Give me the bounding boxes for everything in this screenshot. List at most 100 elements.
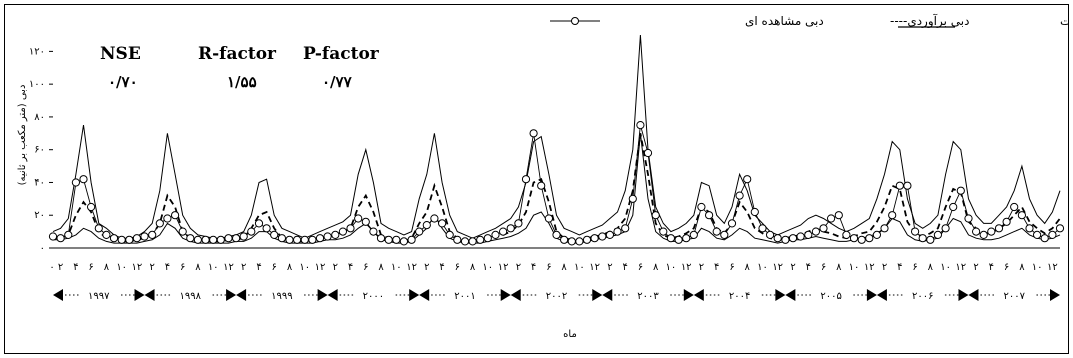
observed-point: [1040, 234, 1049, 243]
x-tick-label: ۲: [699, 262, 704, 273]
x-axis-label: ماه: [563, 329, 577, 340]
observed-point: [48, 232, 58, 241]
observed-point: [376, 234, 386, 243]
x-tick-label: ۴: [531, 262, 536, 273]
observed-point: [643, 148, 653, 158]
y-axis-label: دبی (متر مکعب بر ثانیه): [17, 85, 28, 186]
x-tick-label: ۴: [806, 262, 811, 273]
x-tick-label: ۴: [256, 262, 261, 273]
x-tick-label: ۱۲: [498, 262, 509, 273]
observed-point: [514, 219, 523, 228]
x-tick-label: ۴: [165, 262, 170, 273]
observed-point: [285, 235, 294, 244]
observed-point: [71, 178, 81, 187]
year-left-arrow: [419, 289, 430, 301]
observed-point: [903, 181, 912, 190]
observed-point: [857, 235, 866, 244]
observed-point: [613, 227, 622, 236]
observed-point: [972, 227, 981, 236]
observed-point: [750, 207, 759, 217]
observed-point: [865, 234, 874, 243]
observed-point: [689, 230, 698, 239]
year-right-arrow: [1050, 289, 1060, 301]
year-label: ۲۰۰۴: [729, 291, 750, 302]
observed-point: [483, 234, 492, 243]
x-tick-label: ۱۰: [666, 262, 677, 273]
flow-hydrograph-chart: باند عدم قطعیت دبی برآوردی---- دبی مشاهد…: [17, 13, 1068, 340]
observed-point: [521, 175, 531, 184]
year-right-arrow: [958, 289, 969, 301]
year-label: ۱۹۹۷: [88, 291, 110, 302]
pfactor-label: P-factor: [303, 44, 380, 64]
year-left-arrow: [144, 289, 155, 301]
observed-point: [438, 219, 447, 228]
x-tick-label: ۰: [49, 262, 54, 273]
observed-point: [529, 129, 538, 138]
x-tick-label: ۸: [195, 262, 201, 273]
observed-point: [300, 235, 309, 244]
observed-point: [628, 194, 637, 203]
observed-point: [293, 235, 302, 244]
observed-point: [651, 211, 660, 220]
x-tick-label: ۶: [180, 262, 185, 273]
observed-point: [918, 234, 927, 243]
observed-point: [911, 227, 920, 236]
observed-point: [117, 235, 126, 244]
observed-point: [346, 224, 355, 233]
x-tick-label: ۸: [653, 262, 659, 273]
observed-point: [1025, 224, 1034, 233]
x-tick-label: ۶: [363, 262, 368, 273]
year-label: ۲۰۰۶: [912, 291, 933, 302]
year-label-bg: [994, 288, 1035, 302]
x-tick-label: ۲: [424, 262, 429, 273]
observed-point: [64, 230, 73, 239]
y-tick-label: ۶۰: [34, 145, 45, 156]
observed-point: [964, 214, 973, 223]
year-label-bg: [719, 288, 760, 302]
observed-point: [582, 235, 592, 244]
observed-point: [727, 219, 737, 228]
year-label: ۲۰۰۲: [546, 291, 567, 302]
legend-observed-marker: [571, 17, 579, 25]
observed-point: [171, 211, 180, 220]
x-tick-label: ۱۲: [406, 262, 417, 273]
x-tick-label: ۲: [882, 262, 887, 273]
observed-point: [323, 232, 332, 241]
observed-point: [331, 230, 340, 239]
year-right-arrow: [866, 289, 877, 301]
observed-point: [354, 214, 363, 223]
observed-point: [178, 227, 187, 236]
observed-point: [148, 230, 157, 239]
legend-observed-label: دبی مشاهده ای: [745, 14, 824, 28]
x-tick-label: ۴: [348, 262, 353, 273]
year-label: ۱۹۹۹: [271, 291, 292, 302]
observed-point: [888, 211, 897, 220]
x-tick-label: ۱۰: [482, 262, 493, 273]
year-label: ۲۰۰۵: [820, 291, 841, 302]
observed-point: [872, 230, 882, 239]
x-tick-label: ۲: [241, 262, 246, 273]
observed-point: [697, 202, 706, 212]
x-tick-label: ۱۲: [681, 262, 692, 273]
x-tick-label: ۸: [104, 262, 110, 273]
observed-point: [880, 224, 889, 233]
observed-point: [575, 237, 584, 246]
observed-point: [666, 234, 676, 243]
x-tick-label: ۱۰: [574, 262, 585, 273]
year-label: ۱۹۹۸: [180, 291, 202, 302]
observed-point: [140, 232, 149, 241]
year-label: ۲۰۰۱: [454, 291, 475, 302]
observed-point: [773, 234, 782, 243]
pfactor-value: ۰/۷۷: [322, 73, 353, 91]
x-tick-label: ۶: [455, 262, 460, 273]
x-tick-label: ۶: [821, 262, 826, 273]
x-tick-label: ۶: [88, 262, 93, 273]
observed-point: [224, 234, 233, 243]
year-label-bg: [536, 288, 577, 302]
x-tick-label: ۴: [897, 262, 902, 273]
observed-point: [1033, 230, 1042, 239]
year-label-bg: [811, 288, 852, 302]
year-right-arrow: [226, 289, 237, 301]
x-tick-label: ۸: [928, 262, 934, 273]
year-left-arrow: [693, 289, 704, 301]
